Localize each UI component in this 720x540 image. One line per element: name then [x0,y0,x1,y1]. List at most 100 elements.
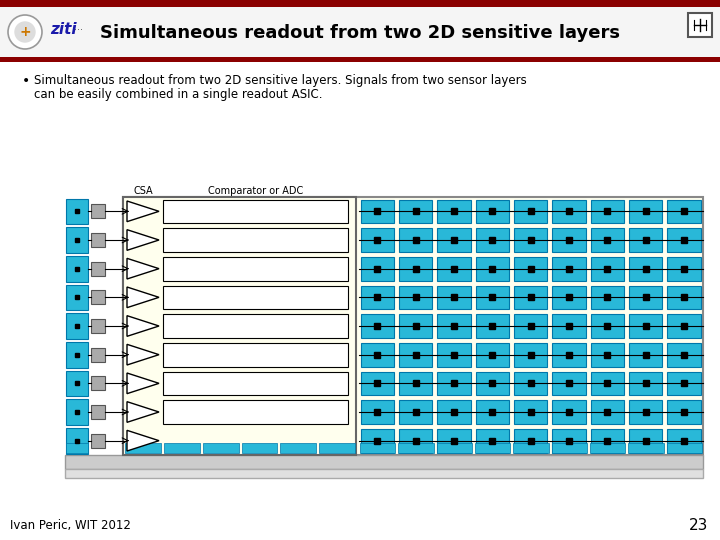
Polygon shape [127,230,159,251]
Bar [66,227,88,253]
Bar [667,372,701,395]
Bar [514,257,547,280]
Bar [667,429,701,453]
Text: Ivan Peric, WIT 2012: Ivan Peric, WIT 2012 [10,519,131,532]
Bar [361,286,394,309]
Bar [399,343,432,367]
Bar [688,13,712,37]
Bar [91,233,105,247]
Bar [514,400,547,424]
Bar [91,405,105,419]
Text: ···: ··· [74,25,83,35]
Bar [66,313,88,339]
Text: 23: 23 [688,518,708,534]
Bar [91,434,105,448]
Bar [552,314,585,338]
Bar [552,443,587,453]
Bar [552,343,585,367]
Bar [667,228,701,252]
Bar [475,286,509,309]
Bar [66,342,88,368]
Bar [590,199,624,223]
Bar [475,314,509,338]
Bar [65,469,703,478]
Bar [475,429,509,453]
Bar [475,400,509,424]
Bar [163,314,348,338]
Bar [437,372,470,395]
Bar [514,286,547,309]
Polygon shape [127,345,159,365]
Bar [163,228,348,252]
Bar [399,199,432,223]
Bar [91,376,105,390]
Polygon shape [127,430,159,451]
Bar [66,428,88,454]
Bar [437,286,470,309]
Bar [0,57,720,62]
Bar [437,343,470,367]
Polygon shape [127,201,159,221]
Bar [164,443,199,453]
Bar [629,314,662,338]
Bar [552,199,585,223]
Bar [667,257,701,280]
Text: CSA: CSA [133,186,153,196]
Bar [475,228,509,252]
Bar [590,400,624,424]
Bar [125,443,161,453]
Bar [667,314,701,338]
Bar [66,199,88,224]
Bar [629,443,664,453]
Bar [667,443,702,453]
Bar [398,443,433,453]
Polygon shape [127,258,159,279]
Bar [399,228,432,252]
Bar [65,455,703,469]
Bar [552,228,585,252]
Text: Simultaneous readout from two 2D sensitive layers. Signals from two sensor layer: Simultaneous readout from two 2D sensiti… [34,74,527,87]
Bar [552,429,585,453]
Bar [399,286,432,309]
Text: Comparator or ADC: Comparator or ADC [208,186,303,196]
Bar [91,319,105,333]
Bar [361,343,394,367]
Circle shape [8,15,42,49]
Circle shape [15,22,35,42]
Bar [629,343,662,367]
Bar [91,348,105,362]
Bar [590,228,624,252]
Bar [629,286,662,309]
Bar [163,400,348,424]
Bar [361,372,394,395]
Bar [360,443,395,453]
Bar [475,443,510,453]
Bar [590,429,624,453]
Bar [66,256,88,281]
Bar [437,429,470,453]
Polygon shape [127,316,159,336]
Bar [91,262,105,275]
Bar [475,372,509,395]
Bar [667,343,701,367]
Bar [66,399,88,425]
Polygon shape [127,402,159,422]
Text: •: • [22,74,30,88]
Bar [514,228,547,252]
Bar [241,443,277,453]
Bar [361,314,394,338]
Bar [66,370,88,396]
Bar [163,372,348,395]
Bar [514,314,547,338]
Bar [552,257,585,280]
Polygon shape [127,287,159,308]
Bar [0,0,720,7]
Bar [667,400,701,424]
Bar [437,314,470,338]
Text: can be easily combined in a single readout ASIC.: can be easily combined in a single reado… [34,88,323,101]
Bar [66,285,88,310]
Bar [0,7,720,60]
Bar [399,372,432,395]
Bar [361,429,394,453]
Bar [552,286,585,309]
